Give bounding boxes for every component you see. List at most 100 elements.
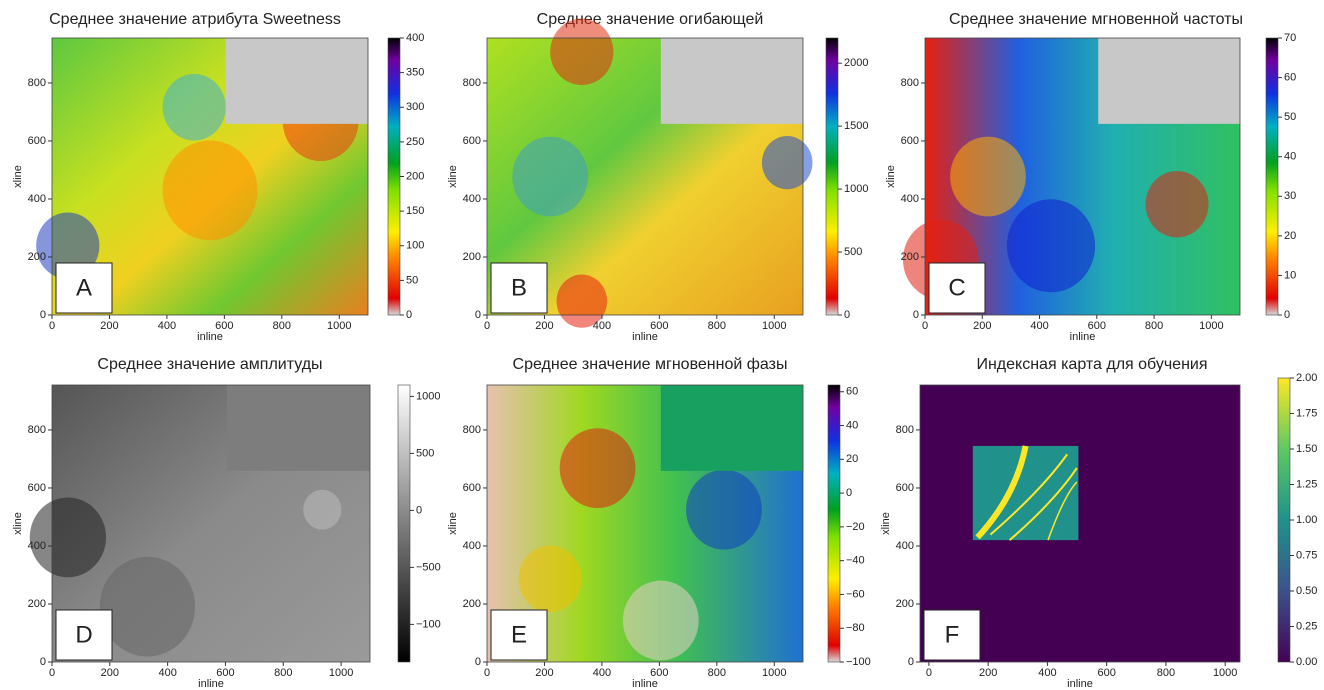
panel-letter: A <box>76 274 92 301</box>
colorbar-tick-label: 1.50 <box>1296 443 1317 455</box>
x-tick-label: 200 <box>979 667 997 679</box>
no-data-area <box>226 38 368 124</box>
colorbar-tick-label: 0.50 <box>1296 585 1317 597</box>
map-texture <box>560 428 636 508</box>
map-texture <box>30 497 106 577</box>
y-tick-label: 0 <box>40 656 46 668</box>
colorbar-tick-label: 1.75 <box>1296 407 1317 419</box>
no-data-area <box>661 38 803 124</box>
y-axis-label: xline <box>880 512 892 535</box>
colorbar-tick-label: 250 <box>406 136 424 148</box>
map-texture <box>1007 199 1095 292</box>
map-texture <box>163 140 258 240</box>
colorbar-tick-label: 40 <box>1284 151 1296 163</box>
y-tick-label: 600 <box>896 482 914 494</box>
y-axis-label: xline <box>447 165 459 188</box>
y-tick-label: 400 <box>896 540 914 552</box>
y-tick-label: 800 <box>896 424 914 436</box>
colorbar-tick-label: 40 <box>846 419 858 431</box>
map-texture <box>762 136 813 189</box>
x-tick-label: 0 <box>49 320 55 332</box>
colorbar-tick-label: 50 <box>406 274 418 286</box>
x-tick-label: 800 <box>273 320 291 332</box>
colorbar-tick-label: 500 <box>844 246 862 258</box>
y-tick-label: 0 <box>475 656 481 668</box>
panel-letter: B <box>511 274 527 301</box>
map-texture <box>163 74 226 140</box>
colorbar-tick-label: 2000 <box>844 57 868 69</box>
no-data-area <box>661 385 803 471</box>
colorbar-tick-label: 0.25 <box>1296 620 1317 632</box>
colorbar <box>1266 38 1278 315</box>
colorbar-tick-label: −100 <box>846 656 871 668</box>
y-tick-label: 200 <box>901 251 919 263</box>
colorbar-tick-label: −100 <box>416 618 441 630</box>
colorbar-tick-label: 50 <box>1284 111 1296 123</box>
x-tick-label: 0 <box>49 667 55 679</box>
panel-title: Среднее значение атрибута Sweetness <box>49 11 341 28</box>
y-tick-label: 200 <box>463 598 481 610</box>
colorbar-tick-label: 60 <box>1284 71 1296 83</box>
colorbar-tick-label: 0 <box>844 309 850 321</box>
x-tick-label: 1000 <box>329 667 353 679</box>
y-tick-label: 200 <box>896 598 914 610</box>
x-tick-label: 0 <box>484 320 490 332</box>
x-axis-label: inline <box>1070 331 1096 343</box>
colorbar-tick-label: 1000 <box>416 390 440 402</box>
panel-title: Среднее значение мгновенной фазы <box>513 356 788 373</box>
y-axis-label: xline <box>12 512 24 535</box>
map-texture <box>519 546 582 612</box>
x-tick-label: 800 <box>708 320 726 332</box>
y-tick-label: 600 <box>901 135 919 147</box>
colorbar-tick-label: 400 <box>406 32 424 44</box>
x-tick-label: 400 <box>593 320 611 332</box>
y-axis-label: xline <box>447 512 459 535</box>
x-axis-label: inline <box>632 678 658 690</box>
colorbar-tick-label: 20 <box>846 453 858 465</box>
x-tick-label: 400 <box>158 667 176 679</box>
x-tick-label: 800 <box>708 667 726 679</box>
colorbar <box>828 385 840 662</box>
no-data-area <box>227 385 370 471</box>
x-tick-label: 800 <box>1157 667 1175 679</box>
y-tick-label: 400 <box>28 193 46 205</box>
x-tick-label: 200 <box>973 320 991 332</box>
colorbar-tick-label: 500 <box>416 447 434 459</box>
y-tick-label: 400 <box>463 193 481 205</box>
map-texture <box>1146 171 1209 237</box>
map-texture <box>623 581 699 661</box>
y-tick-label: 400 <box>28 540 46 552</box>
colorbar <box>388 38 400 315</box>
x-tick-label: 1000 <box>327 320 351 332</box>
map-texture <box>303 490 341 530</box>
y-tick-label: 600 <box>463 135 481 147</box>
x-axis-label: inline <box>198 678 224 690</box>
y-tick-label: 0 <box>40 309 46 321</box>
colorbar-tick-label: 0 <box>1284 309 1290 321</box>
y-tick-label: 600 <box>28 482 46 494</box>
panel: Среднее значение огибающей02004006008001… <box>447 11 869 343</box>
colorbar-tick-label: 20 <box>1284 230 1296 242</box>
y-tick-label: 800 <box>463 424 481 436</box>
colorbar-tick-label: 0 <box>846 487 852 499</box>
x-tick-label: 200 <box>535 320 553 332</box>
x-tick-label: 800 <box>274 667 292 679</box>
colorbar <box>398 385 410 662</box>
x-tick-label: 400 <box>1038 667 1056 679</box>
x-tick-label: 1000 <box>1199 320 1223 332</box>
x-tick-label: 400 <box>593 667 611 679</box>
colorbar-tick-label: 10 <box>1284 269 1296 281</box>
panel-letter: C <box>948 274 965 301</box>
x-axis-label: inline <box>1067 678 1093 690</box>
colorbar-tick-label: 0.75 <box>1296 549 1317 561</box>
panel-letter: F <box>945 621 960 648</box>
x-tick-label: 0 <box>926 667 932 679</box>
colorbar <box>826 38 838 315</box>
x-tick-label: 1000 <box>762 320 786 332</box>
x-tick-label: 0 <box>484 667 490 679</box>
colorbar-tick-label: 100 <box>406 240 424 252</box>
